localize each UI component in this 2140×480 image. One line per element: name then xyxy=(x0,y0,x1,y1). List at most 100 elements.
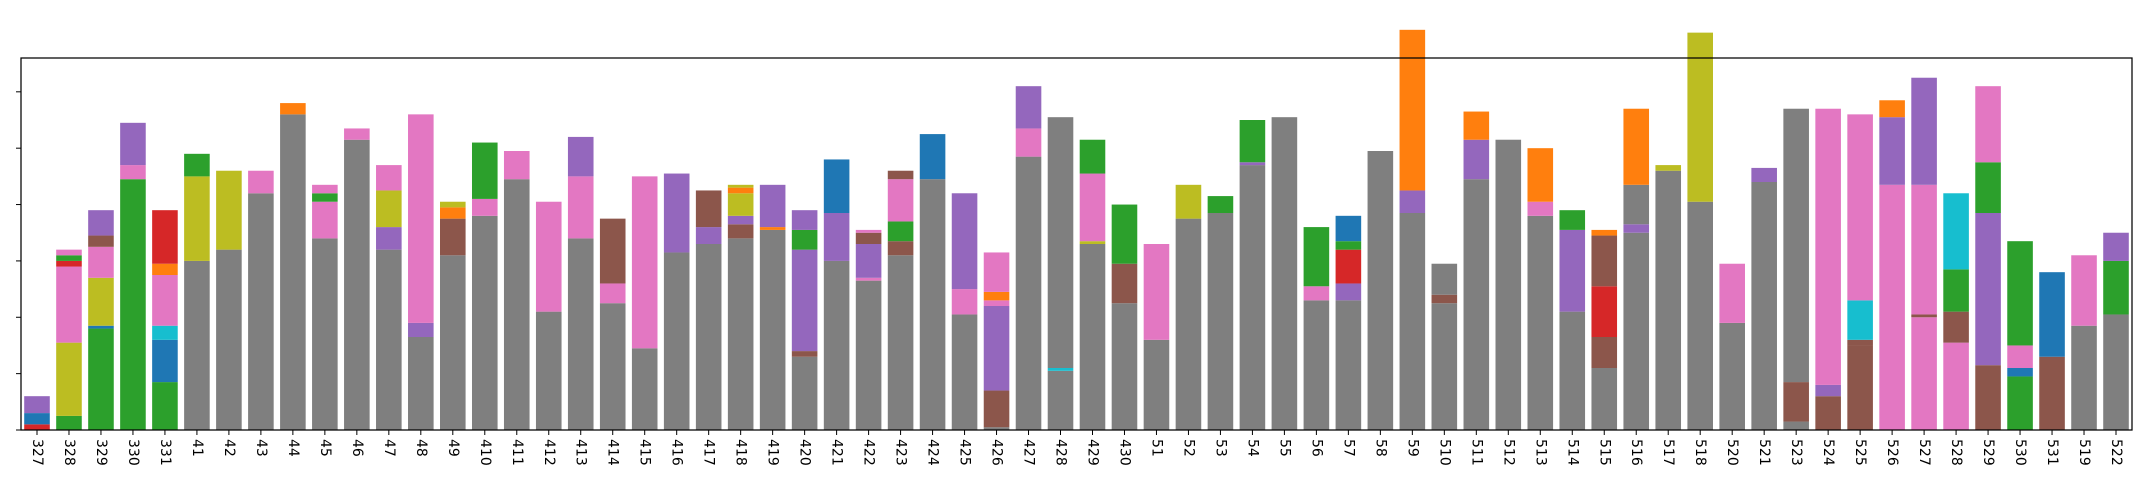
axes-layer: 327 328 329 330 331 41 42 43 44 45 46 47 48 49 410 411 4… xyxy=(16,91,2124,466)
x-tick-label-522: 522 xyxy=(2108,439,2124,466)
x-tick-label-415: 415 xyxy=(637,439,653,466)
bar-segment-57-1 xyxy=(1335,283,1362,301)
x-tick-label-530: 530 xyxy=(2012,439,2028,466)
x-tick-label-58: 58 xyxy=(1372,439,1388,457)
bar-segment-525-2 xyxy=(1847,300,1873,340)
bar-segment-427-0 xyxy=(1015,156,1042,430)
bar-segment-327-0 xyxy=(24,424,50,430)
bar-segment-417-1 xyxy=(695,227,722,244)
bar-segment-331-0 xyxy=(152,382,178,430)
x-tick-label-429: 429 xyxy=(1084,439,1100,466)
bar-segment-524-0 xyxy=(1815,396,1841,430)
bar-segment-48-0 xyxy=(408,337,434,430)
x-tick-label-511: 511 xyxy=(1468,439,1484,466)
bar-segment-515-2 xyxy=(1591,286,1618,337)
bar-segment-510-1 xyxy=(1431,294,1458,304)
bar-segment-513-1 xyxy=(1527,201,1554,216)
bar-segment-44-0 xyxy=(280,114,306,431)
bar-segment-328-2 xyxy=(56,266,82,343)
x-tick-label-525: 525 xyxy=(1852,439,1868,466)
bar-segment-331-5 xyxy=(152,210,178,264)
bar-segment-47-2 xyxy=(376,190,402,228)
bar-segment-52-1 xyxy=(1175,184,1202,219)
bar-segment-328-4 xyxy=(56,255,82,261)
bar-segment-522-0 xyxy=(2103,314,2129,430)
x-tick-label-46: 46 xyxy=(349,439,365,457)
x-tick-label-510: 510 xyxy=(1436,439,1452,466)
x-tick-label-49: 49 xyxy=(445,439,461,457)
bar-segment-418-1 xyxy=(727,224,754,239)
bar-segment-329-1 xyxy=(88,325,114,329)
bar-segment-55-0 xyxy=(1271,117,1298,431)
x-tick-label-44: 44 xyxy=(285,439,301,457)
bar-segment-51-0 xyxy=(1143,339,1170,430)
bar-segment-424-1 xyxy=(919,134,946,180)
bar-segment-413-0 xyxy=(567,238,594,430)
x-tick-label-528: 528 xyxy=(1948,439,1964,466)
bar-segment-515-3 xyxy=(1591,235,1618,287)
bar-segment-423-3 xyxy=(887,179,914,222)
bar-segment-423-0 xyxy=(887,255,914,430)
bar-segment-57-0 xyxy=(1335,300,1362,430)
bar-segment-415-0 xyxy=(631,348,658,430)
x-tick-label-416: 416 xyxy=(669,439,685,466)
bar-segment-56-1 xyxy=(1303,286,1330,301)
bar-segment-530-0 xyxy=(2007,376,2033,430)
bar-segment-51-1 xyxy=(1143,244,1170,340)
bar-segment-522-2 xyxy=(2103,232,2129,261)
x-tick-label-43: 43 xyxy=(253,439,269,457)
bar-segment-329-3 xyxy=(88,246,114,278)
bar-segment-417-2 xyxy=(695,190,722,228)
bar-segment-429-3 xyxy=(1079,139,1106,174)
bar-segment-519-1 xyxy=(2071,255,2097,326)
bar-segment-423-2 xyxy=(887,221,914,242)
bar-segment-529-2 xyxy=(1975,162,2001,213)
x-tick-label-428: 428 xyxy=(1053,439,1069,466)
x-tick-label-48: 48 xyxy=(413,439,429,457)
x-tick-label-42: 42 xyxy=(221,439,237,457)
x-tick-label-514: 514 xyxy=(1564,439,1580,466)
bar-segment-530-1 xyxy=(2007,368,2033,377)
bar-segment-329-4 xyxy=(88,235,114,247)
bar-segment-420-1 xyxy=(791,351,818,357)
bar-segment-515-0 xyxy=(1591,368,1618,430)
bar-segment-418-4 xyxy=(727,187,754,194)
bar-segment-331-4 xyxy=(152,263,178,275)
x-tick-label-410: 410 xyxy=(477,439,493,466)
x-tick-label-327: 327 xyxy=(29,439,45,466)
bar-segment-513-0 xyxy=(1527,215,1554,430)
bar-segment-57-3 xyxy=(1335,241,1362,250)
bar-segment-52-0 xyxy=(1175,218,1202,430)
bar-segment-44-1 xyxy=(280,103,306,115)
bar-segment-56-0 xyxy=(1303,300,1330,430)
bar-segment-53-1 xyxy=(1207,196,1234,213)
bar-segment-421-2 xyxy=(823,159,850,213)
bar-segment-418-3 xyxy=(727,193,754,216)
bar-segment-528-3 xyxy=(1943,193,1969,270)
bar-segment-527-2 xyxy=(1911,184,1937,315)
x-tick-label-516: 516 xyxy=(1628,439,1644,466)
bar-segment-330-1 xyxy=(120,165,146,180)
bar-segment-328-1 xyxy=(56,342,82,416)
bar-segment-520-1 xyxy=(1719,263,1745,323)
bar-segment-517-0 xyxy=(1655,170,1682,431)
bar-segment-427-1 xyxy=(1015,128,1042,157)
x-tick-label-418: 418 xyxy=(733,439,749,466)
bar-segment-41-1 xyxy=(184,176,210,261)
bar-segment-331-1 xyxy=(152,339,178,383)
bar-segment-422-1 xyxy=(855,277,882,281)
bar-segment-49-0 xyxy=(440,255,466,430)
bar-segment-523-1 xyxy=(1783,382,1809,422)
bar-segment-420-3 xyxy=(791,229,818,250)
bar-segment-46-1 xyxy=(344,128,370,140)
bar-segment-515-1 xyxy=(1591,337,1618,368)
bar-segment-526-0 xyxy=(1879,184,1905,430)
bar-segment-43-0 xyxy=(248,193,274,430)
x-tick-label-411: 411 xyxy=(509,439,525,466)
x-tick-label-521: 521 xyxy=(1756,439,1772,466)
bar-segment-511-0 xyxy=(1463,179,1490,430)
bar-segment-525-3 xyxy=(1847,114,1873,301)
bar-segment-428-0 xyxy=(1047,370,1074,430)
bar-segment-328-0 xyxy=(56,415,82,430)
bar-segment-430-0 xyxy=(1111,303,1138,430)
